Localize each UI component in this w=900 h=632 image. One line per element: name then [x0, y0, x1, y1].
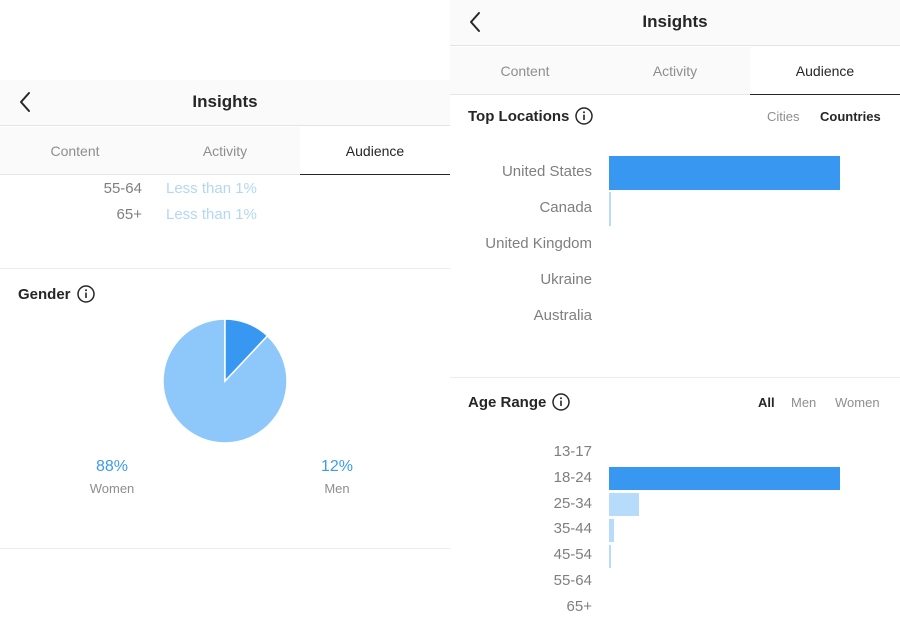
- section-divider: [450, 377, 900, 378]
- tab-bar: Content Activity Audience: [0, 127, 450, 175]
- cities-toggle[interactable]: Cities: [767, 109, 800, 124]
- right-panel: Insights Content Activity Audience Top L…: [450, 0, 900, 632]
- top-locations-title: Top Locations: [468, 107, 570, 125]
- top-locations-section-title: Top Locations: [468, 107, 594, 125]
- age-range-label: 65+: [116, 206, 142, 223]
- age-range-label: 35-44: [553, 520, 592, 538]
- page-title: Insights: [642, 12, 708, 31]
- location-label: United Kingdom: [485, 235, 592, 252]
- women-percentage: 88%: [95, 458, 129, 475]
- age-range-label: 65+: [566, 597, 592, 615]
- info-icon[interactable]: [575, 107, 594, 125]
- back-chevron-icon[interactable]: [464, 10, 488, 34]
- men-label: Men: [324, 481, 350, 496]
- age-range-value: Less than 1%: [166, 206, 257, 223]
- location-label: Australia: [533, 307, 592, 324]
- tab-activity[interactable]: Activity: [652, 63, 698, 79]
- age-range-bar: [609, 544, 611, 568]
- tab-activity[interactable]: Activity: [202, 143, 248, 159]
- insights-header: Insights: [450, 0, 900, 46]
- section-divider: [0, 268, 450, 269]
- location-label: Ukraine: [540, 271, 592, 288]
- tab-content[interactable]: Content: [50, 143, 100, 159]
- back-chevron-icon[interactable]: [14, 90, 38, 114]
- location-label: Canada: [539, 199, 592, 216]
- page-title: Insights: [192, 92, 258, 111]
- men-toggle[interactable]: Men: [791, 395, 817, 410]
- section-divider: [0, 548, 450, 549]
- age-range-bar: [609, 518, 614, 542]
- countries-toggle[interactable]: Countries: [820, 109, 881, 124]
- age-range-title: Age Range: [468, 393, 547, 411]
- location-bar: [609, 192, 611, 226]
- info-icon[interactable]: [552, 393, 571, 411]
- tab-bar: Content Activity Audience: [450, 47, 900, 95]
- age-range-value: Less than 1%: [166, 180, 257, 197]
- gender-section-title: Gender: [18, 285, 95, 303]
- info-icon[interactable]: [76, 285, 95, 303]
- left-panel: Insights Content Activity Audience 55-64…: [0, 80, 450, 549]
- tab-audience[interactable]: Audience: [300, 127, 450, 175]
- age-range-label: 13-17: [553, 443, 592, 460]
- gender-title: Gender: [18, 285, 71, 303]
- location-label: United States: [501, 163, 592, 180]
- age-range-label: 45-54: [553, 546, 592, 564]
- women-label: Women: [89, 481, 135, 496]
- tab-audience[interactable]: Audience: [750, 47, 900, 95]
- gender-pie-chart: [162, 318, 288, 444]
- age-range-bar: [609, 493, 639, 517]
- age-range-bar: [609, 467, 840, 491]
- age-range-label: 55-64: [103, 180, 142, 197]
- age-range-label: 25-34: [553, 494, 592, 512]
- all-toggle[interactable]: All: [758, 395, 775, 410]
- women-toggle[interactable]: Women: [835, 395, 880, 410]
- pie-slice-men: [224, 318, 269, 383]
- location-bar: [609, 156, 840, 190]
- insights-header: Insights: [0, 80, 450, 126]
- men-percentage: 12%: [320, 458, 354, 475]
- age-range-label: 18-24: [553, 468, 592, 486]
- age-range-label: 55-64: [553, 572, 592, 589]
- tab-content[interactable]: Content: [500, 63, 550, 79]
- age-range-section-title: Age Range: [468, 393, 571, 411]
